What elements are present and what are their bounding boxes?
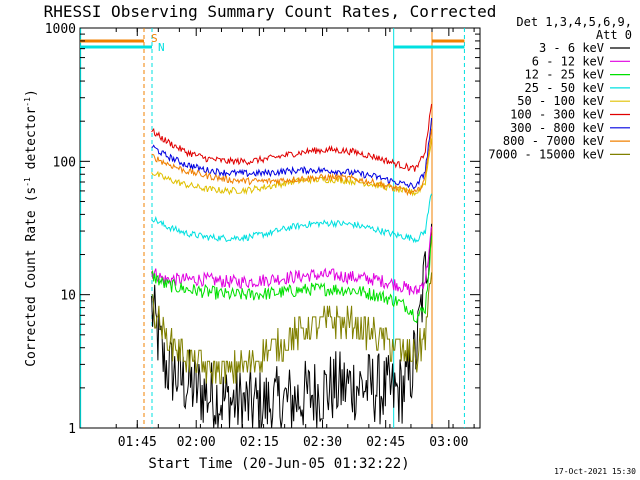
series-line-7 <box>151 117 433 190</box>
y-label-part-1: Corrected Count Rate (s <box>24 187 39 367</box>
legend-label-5: 50 - 100 keV <box>517 94 604 108</box>
legend-title-2: Att 0 <box>596 28 632 42</box>
series-line-9 <box>151 272 433 385</box>
x-tick-label-2: 02:15 <box>240 435 279 450</box>
chart-title: RHESSI Observing Summary Count Rates, Co… <box>44 2 497 21</box>
x-tick-label-5: 03:00 <box>429 435 468 450</box>
x-tick-label-4: 02:45 <box>366 435 405 450</box>
x-tick-label-0: 01:45 <box>118 435 157 450</box>
observing-markers <box>80 28 465 428</box>
series-line-6 <box>151 103 433 172</box>
y-label-sup-2: -1 <box>23 97 32 107</box>
y-axis-label: Corrected Count Rate (s-1 detector-1) <box>23 89 39 367</box>
x-tick-label-3: 02:30 <box>303 435 342 450</box>
legend-title-1: Det 1,3,4,5,6,9, <box>516 15 632 29</box>
y-label-part-2: detector <box>24 107 39 178</box>
legend-label-3: 12 - 25 keV <box>525 68 604 82</box>
series-layer <box>151 103 433 429</box>
axes-layer: 01:45 02:00 02:15 02:30 02:45 03:00 1 10 100 1000 <box>45 22 480 450</box>
annotation-n: N <box>158 41 165 54</box>
y-tick-label-2: 100 <box>53 155 76 170</box>
y-label-part-3: ) <box>24 89 39 97</box>
y-tick-label-1: 10 <box>60 289 76 304</box>
series-line-3 <box>151 236 433 324</box>
series-line-2 <box>151 226 433 296</box>
legend-label-4: 25 - 50 keV <box>525 81 604 95</box>
legend-label-9: 7000 - 15000 keV <box>488 147 604 161</box>
legend-label-1: 3 - 6 keV <box>539 41 604 55</box>
y-label-sup-1: -1 <box>23 177 32 187</box>
legend-label-6: 100 - 300 keV <box>510 108 604 122</box>
series-line-4 <box>151 193 433 244</box>
legend-label-2: 6 - 12 keV <box>532 54 604 68</box>
x-tick-label-1: 02:00 <box>177 435 216 450</box>
y-tick-label-0: 1 <box>68 422 76 437</box>
legend-label-7: 300 - 800 keV <box>510 121 604 135</box>
series-line-1 <box>151 223 433 429</box>
x-axis-label: Start Time (20-Jun-05 01:32:22) <box>148 456 409 472</box>
annotation-s: S <box>151 32 158 45</box>
footer-date: 17-Oct-2021 15:30 <box>554 467 636 476</box>
y-tick-label-3: 1000 <box>45 22 76 37</box>
series-line-8 <box>151 128 433 197</box>
legend-label-8: 800 - 7000 keV <box>503 134 604 148</box>
plot-frame <box>79 27 481 429</box>
